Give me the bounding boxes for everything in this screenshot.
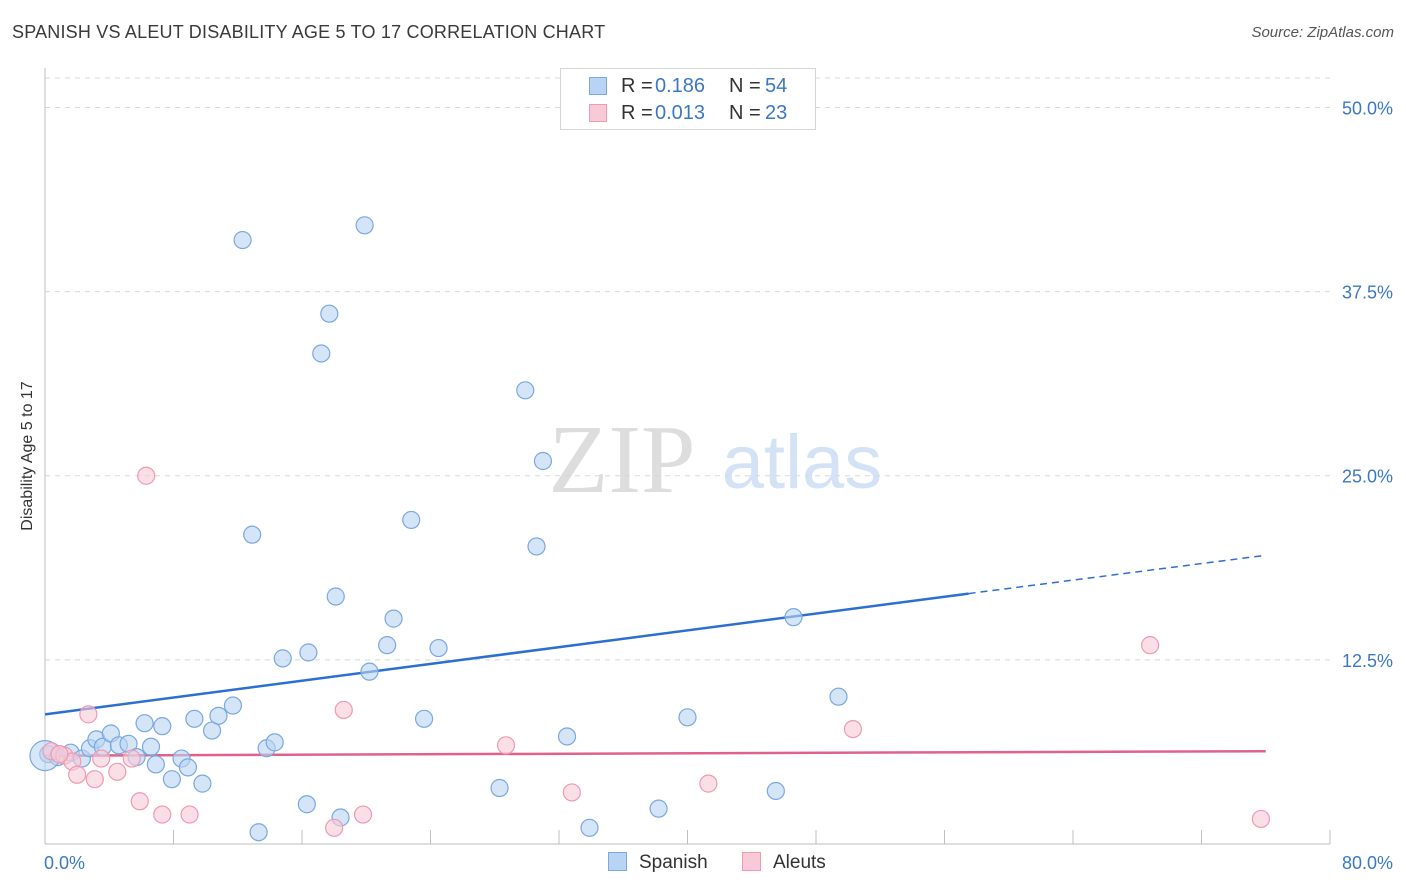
point-spanish [185, 709, 204, 728]
x-tick-label-max: 80.0% [1342, 853, 1393, 873]
chart-title: SPANISH VS ALEUT DISABILITY AGE 5 TO 17 … [12, 22, 606, 42]
point-aleuts [122, 749, 141, 768]
point-spanish [355, 216, 374, 235]
source-label: Source: ZipAtlas.com [1251, 24, 1394, 41]
point-spanish [297, 795, 316, 814]
legend-r-value: 0.013 [655, 102, 706, 124]
point-spanish [360, 662, 379, 681]
points-aleuts [42, 466, 1271, 837]
point-spanish [233, 230, 252, 250]
bottom-legend-swatch-aleuts [742, 852, 761, 871]
point-spanish [784, 608, 803, 627]
bottom-legend-label-spanish: Spanish [639, 852, 708, 873]
point-spanish [829, 687, 848, 706]
point-spanish [527, 537, 546, 556]
trend-lines [44, 554, 1266, 757]
stats-legend: R = 0.186 N = 54 R = 0.013 N = 23 [560, 68, 816, 130]
point-aleuts [108, 762, 127, 781]
point-aleuts [843, 719, 863, 739]
legend-swatch-aleuts [589, 104, 607, 122]
legend-swatch-spanish [589, 77, 607, 95]
y-tick-label: 25.0% [1342, 467, 1393, 487]
point-aleuts [79, 705, 98, 724]
x-tick-label-min: 0.0% [44, 853, 85, 873]
point-spanish [766, 781, 785, 801]
legend-n-label: N = [729, 75, 761, 97]
point-aleuts [68, 765, 87, 784]
point-spanish [141, 737, 161, 756]
legend-n-value: 54 [765, 75, 788, 97]
point-spanish [326, 587, 345, 606]
point-spanish [429, 638, 448, 658]
point-spanish [678, 708, 697, 727]
point-spanish [243, 525, 262, 544]
point-aleuts [153, 805, 172, 824]
point-spanish [490, 778, 509, 798]
point-aleuts [50, 745, 69, 764]
bottom-legend-spanish: Spanish [608, 852, 708, 874]
point-spanish [533, 451, 553, 471]
trend-line-spanish [44, 592, 969, 716]
point-spanish [649, 799, 668, 818]
bottom-legend-swatch-spanish [608, 852, 627, 871]
point-aleuts [1140, 636, 1160, 655]
trend-line-aleuts [44, 749, 1266, 757]
point-aleuts [325, 818, 344, 837]
watermark-atlas: atlas [722, 420, 883, 505]
point-spanish [162, 770, 181, 789]
legend-r-label: R = [621, 75, 653, 97]
point-spanish [516, 381, 535, 400]
watermark-zip: ZIP [549, 406, 696, 514]
point-spanish [312, 344, 331, 363]
points-spanish [29, 216, 848, 842]
point-spanish [273, 649, 292, 668]
point-aleuts [85, 770, 104, 789]
point-spanish [193, 774, 212, 793]
legend-n-value: 23 [765, 102, 788, 124]
point-spanish [320, 304, 339, 323]
point-spanish [153, 717, 172, 736]
point-aleuts [92, 749, 111, 768]
point-spanish [299, 643, 318, 662]
bottom-legend-aleuts: Aleuts [742, 852, 826, 874]
axes [44, 68, 1331, 845]
point-spanish [414, 709, 434, 728]
y-tick-label: 12.5% [1342, 651, 1393, 671]
point-aleuts [137, 466, 156, 485]
point-spanish [557, 727, 577, 746]
point-spanish [402, 510, 421, 530]
point-spanish [580, 818, 599, 837]
legend-r-value: 0.186 [655, 75, 706, 97]
tick-labels: 12.5% 25.0% 37.5% 50.0% 0.0% 80.0% [44, 98, 1393, 873]
y-tick-label: 37.5% [1342, 283, 1393, 303]
point-aleuts [699, 774, 718, 793]
point-aleuts [562, 783, 581, 802]
point-aleuts [130, 792, 149, 811]
bottom-legend-label-aleuts: Aleuts [773, 852, 826, 873]
y-tick-label: 50.0% [1342, 98, 1393, 118]
trend-line-spanish-extrapolated [968, 554, 1266, 595]
point-spanish [209, 706, 228, 725]
point-aleuts [180, 805, 199, 824]
point-spanish [384, 609, 403, 628]
point-spanish [135, 714, 154, 733]
legend-r-label: R = [621, 102, 653, 124]
point-spanish [249, 823, 268, 842]
point-spanish [378, 636, 397, 655]
legend-n-label: N = [729, 102, 761, 124]
point-spanish [178, 758, 198, 777]
point-aleuts [1251, 809, 1271, 829]
point-aleuts [496, 736, 516, 755]
point-aleuts [334, 700, 353, 720]
point-spanish [265, 733, 284, 752]
point-aleuts [353, 805, 373, 824]
point-spanish [146, 755, 165, 774]
point-spanish [223, 696, 243, 715]
